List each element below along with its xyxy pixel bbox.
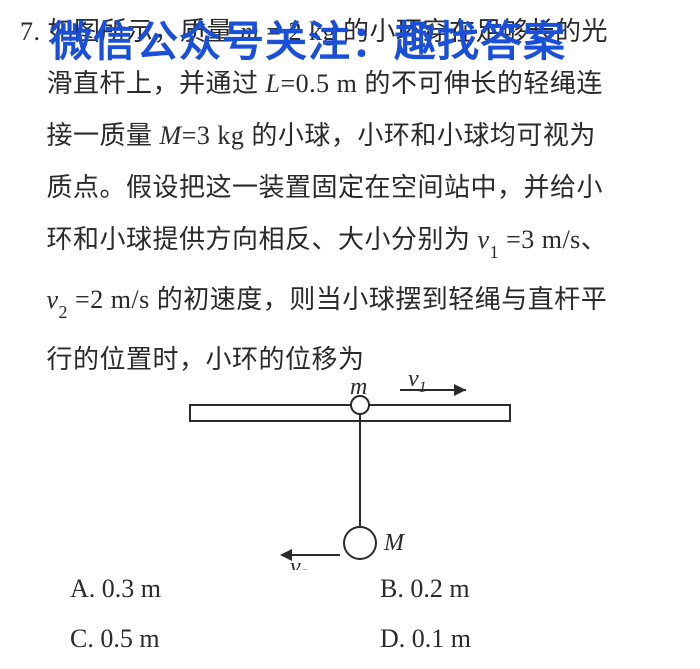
var-m: m [240,17,259,46]
bar-shape [190,405,510,421]
physics-diagram: m v1 M v2 [0,370,700,560]
q-line6-eq: =2 m/s 的初速度，则当小球摆到轻绳与直杆平 [68,285,607,314]
ball-shape [344,527,376,559]
label-v1: v1 [408,370,427,396]
q-line1-eq: = 2 kg 的小环穿在足够长的光 [259,17,608,46]
var-v1: v [478,225,490,254]
label-M: M [383,530,406,556]
choice-b: B. 0.2 m [380,564,640,614]
question-body: 7. 如图所示，质量 m = 2 kg 的小环穿在足够长的光 滑直杆上，并通过 … [20,6,680,386]
q-line3-eq: =3 kg 的小球，小环和小球均可视为 [182,121,596,150]
q-line5-pre: 环和小球提供方向相反、大小分别为 [47,225,478,254]
q-line5-eq: =3 m/s、 [499,225,607,254]
q-line2-eq: =0.5 m 的不可伸长的轻绳连 [280,69,602,98]
q-line2-pre: 滑直杆上，并通过 [47,69,266,98]
question-number: 7. [20,17,41,46]
answer-choices: A. 0.3 m B. 0.2 m C. 0.5 m D. 0.1 m [70,564,660,664]
q-line3-pre: 接一质量 [47,121,160,150]
var-L: L [266,69,281,98]
q-line1-pre: 如图所示，质量 [48,17,241,46]
choice-c: C. 0.5 m [70,614,380,664]
q-line4: 质点。假设把这一装置固定在空间站中，并给小 [47,173,604,202]
label-m: m [350,374,367,400]
var-v2: v [47,285,59,314]
sub-2: 2 [59,302,69,322]
choice-a: A. 0.3 m [70,564,380,614]
v1-arrow-head [454,384,466,396]
diagram-svg: m v1 M v2 [150,370,550,570]
sub-1: 1 [490,242,500,262]
choice-d: D. 0.1 m [380,614,640,664]
var-M: M [160,121,182,150]
